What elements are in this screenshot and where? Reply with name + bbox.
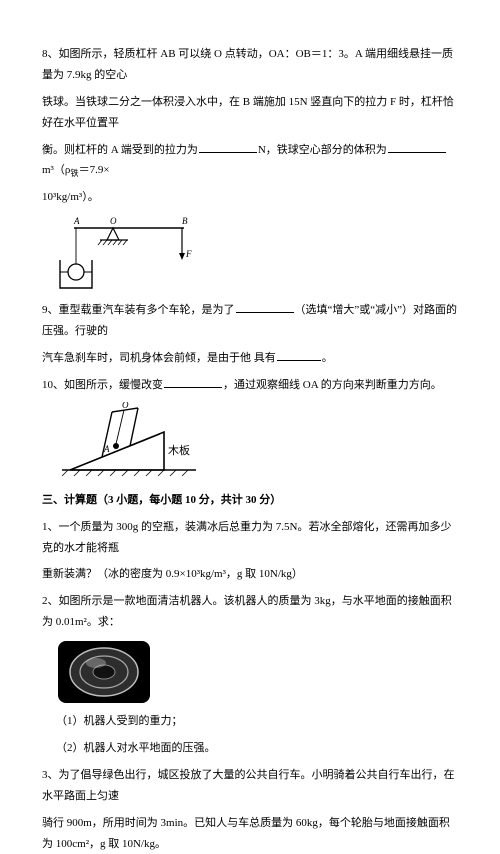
q8-line1b: 铁球。当铁球二分之一体积浸入水中，在 B 端施加 15N 竖直向下的拉力 F 时… bbox=[42, 92, 458, 134]
q10-b: ，通过观察细线 OA 的方向来判断重力方向。 bbox=[223, 379, 442, 391]
q10-a: 10、如图所示，缓慢改变 bbox=[42, 379, 163, 391]
q8-l2a: 衡。则杠杆的 A 端受到的拉力为 bbox=[42, 144, 198, 156]
q8-l2c: m³（ρ bbox=[42, 164, 70, 176]
q8-l2d: ＝7.9× bbox=[79, 164, 110, 176]
c3-a: 3、为了倡导绿色出行，城区投放了大量的公共自行车。小明骑着公共自行车出行，在水平… bbox=[42, 765, 458, 807]
incline-diagram: A O 木板 bbox=[56, 402, 206, 480]
svg-text:A: A bbox=[103, 444, 110, 454]
c1-a: 1、一个质量为 300g 的空瓶，装满冰后总重力为 7.5N。若冰全部熔化，还需… bbox=[42, 517, 458, 559]
q10-figure: A O 木板 bbox=[56, 402, 458, 480]
q8-figure: A B O F bbox=[56, 214, 458, 294]
q8-l2b: N，铁球空心部分的体积为 bbox=[258, 144, 387, 156]
q8-line2: 衡。则杠杆的 A 端受到的拉力为 N，铁球空心部分的体积为 m³（ρ铁＝7.9× bbox=[42, 140, 458, 182]
q8-blank1 bbox=[199, 141, 257, 152]
svg-text:F: F bbox=[185, 249, 192, 259]
q9-line1: 9、重型载重汽车装有多个车轮，是为了（选填“增大”或“减小”）对路面的压强。行驶… bbox=[42, 300, 458, 342]
q8-line3: 10³kg/m³）。 bbox=[42, 187, 458, 208]
q9-line2: 汽车急刹车时，司机身体会前倾，是由于他 具有 。 bbox=[42, 348, 458, 369]
q10-line: 10、如图所示，缓慢改变 ，通过观察细线 OA 的方向来判断重力方向。 bbox=[42, 375, 458, 396]
q8-line1a: 8、如图所示，轻质杠杆 AB 可以绕 O 点转动，OA：OB＝1：3。A 端用细… bbox=[42, 44, 458, 86]
c3-b: 骑行 900m，所用时间为 3min。已知人与车总质量为 60kg，每个轮胎与地… bbox=[42, 813, 458, 854]
svg-text:O: O bbox=[110, 216, 117, 226]
q9-blank1 bbox=[236, 302, 294, 313]
q10-blank bbox=[164, 376, 222, 387]
c2-figure bbox=[56, 639, 458, 705]
svg-text:A: A bbox=[73, 216, 80, 226]
q8-blank2 bbox=[388, 141, 446, 152]
q9-a: 9、重型载重汽车装有多个车轮，是为了 bbox=[42, 304, 235, 316]
robot-diagram bbox=[56, 639, 152, 705]
section-title: 三、计算题（3 小题，每小题 10 分，共计 30 分） bbox=[42, 490, 458, 511]
q8-sub: 铁 bbox=[70, 170, 78, 179]
svg-text:B: B bbox=[182, 216, 188, 226]
c2-sub1: （1）机器人受到的重力； bbox=[56, 711, 458, 732]
lever-ball-diagram: A B O F bbox=[56, 214, 196, 294]
c2-a: 2、如图所示是一款地面清洁机器人。该机器人的质量为 3kg，与水平地面的接触面积… bbox=[42, 591, 458, 633]
svg-text:O: O bbox=[122, 402, 129, 410]
svg-text:木板: 木板 bbox=[168, 443, 190, 457]
c1-b: 重新装满？（冰的密度为 0.9×10³kg/m³，g 取 10N/kg） bbox=[42, 564, 458, 585]
q9-blank2 bbox=[277, 350, 321, 361]
q9-c: 汽车急刹车时，司机身体会前倾，是由于他 具有 bbox=[42, 352, 276, 364]
c2-sub2: （2）机器人对水平地面的压强。 bbox=[56, 738, 458, 759]
q9-d: 。 bbox=[322, 352, 333, 364]
